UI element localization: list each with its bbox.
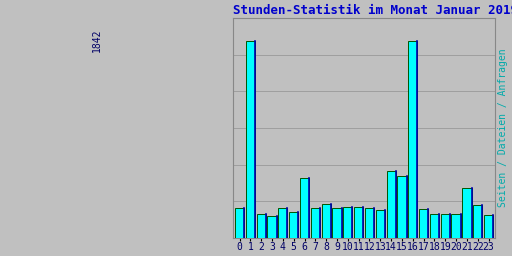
Bar: [484, 215, 493, 238]
Bar: [462, 188, 472, 238]
Bar: [322, 205, 331, 238]
Bar: [246, 41, 255, 238]
Bar: [289, 212, 298, 238]
Bar: [376, 210, 385, 238]
Text: Stunden-Statistik im Monat Januar 2019: Stunden-Statistik im Monat Januar 2019: [233, 4, 512, 17]
Bar: [332, 208, 342, 238]
Bar: [354, 207, 363, 238]
Bar: [257, 214, 266, 238]
Bar: [311, 208, 320, 238]
Bar: [300, 178, 309, 238]
Bar: [452, 214, 461, 238]
Bar: [387, 171, 396, 238]
Bar: [430, 214, 439, 238]
Y-axis label: Seiten / Dateien / Anfragen: Seiten / Dateien / Anfragen: [498, 49, 508, 207]
Bar: [343, 207, 352, 238]
Text: 1842: 1842: [92, 29, 102, 52]
Bar: [408, 41, 417, 238]
Bar: [397, 176, 407, 238]
Bar: [365, 208, 374, 238]
Bar: [419, 209, 428, 238]
Bar: [267, 216, 276, 238]
Bar: [235, 208, 244, 238]
Bar: [473, 205, 482, 238]
Bar: [441, 214, 450, 238]
Bar: [278, 208, 287, 238]
